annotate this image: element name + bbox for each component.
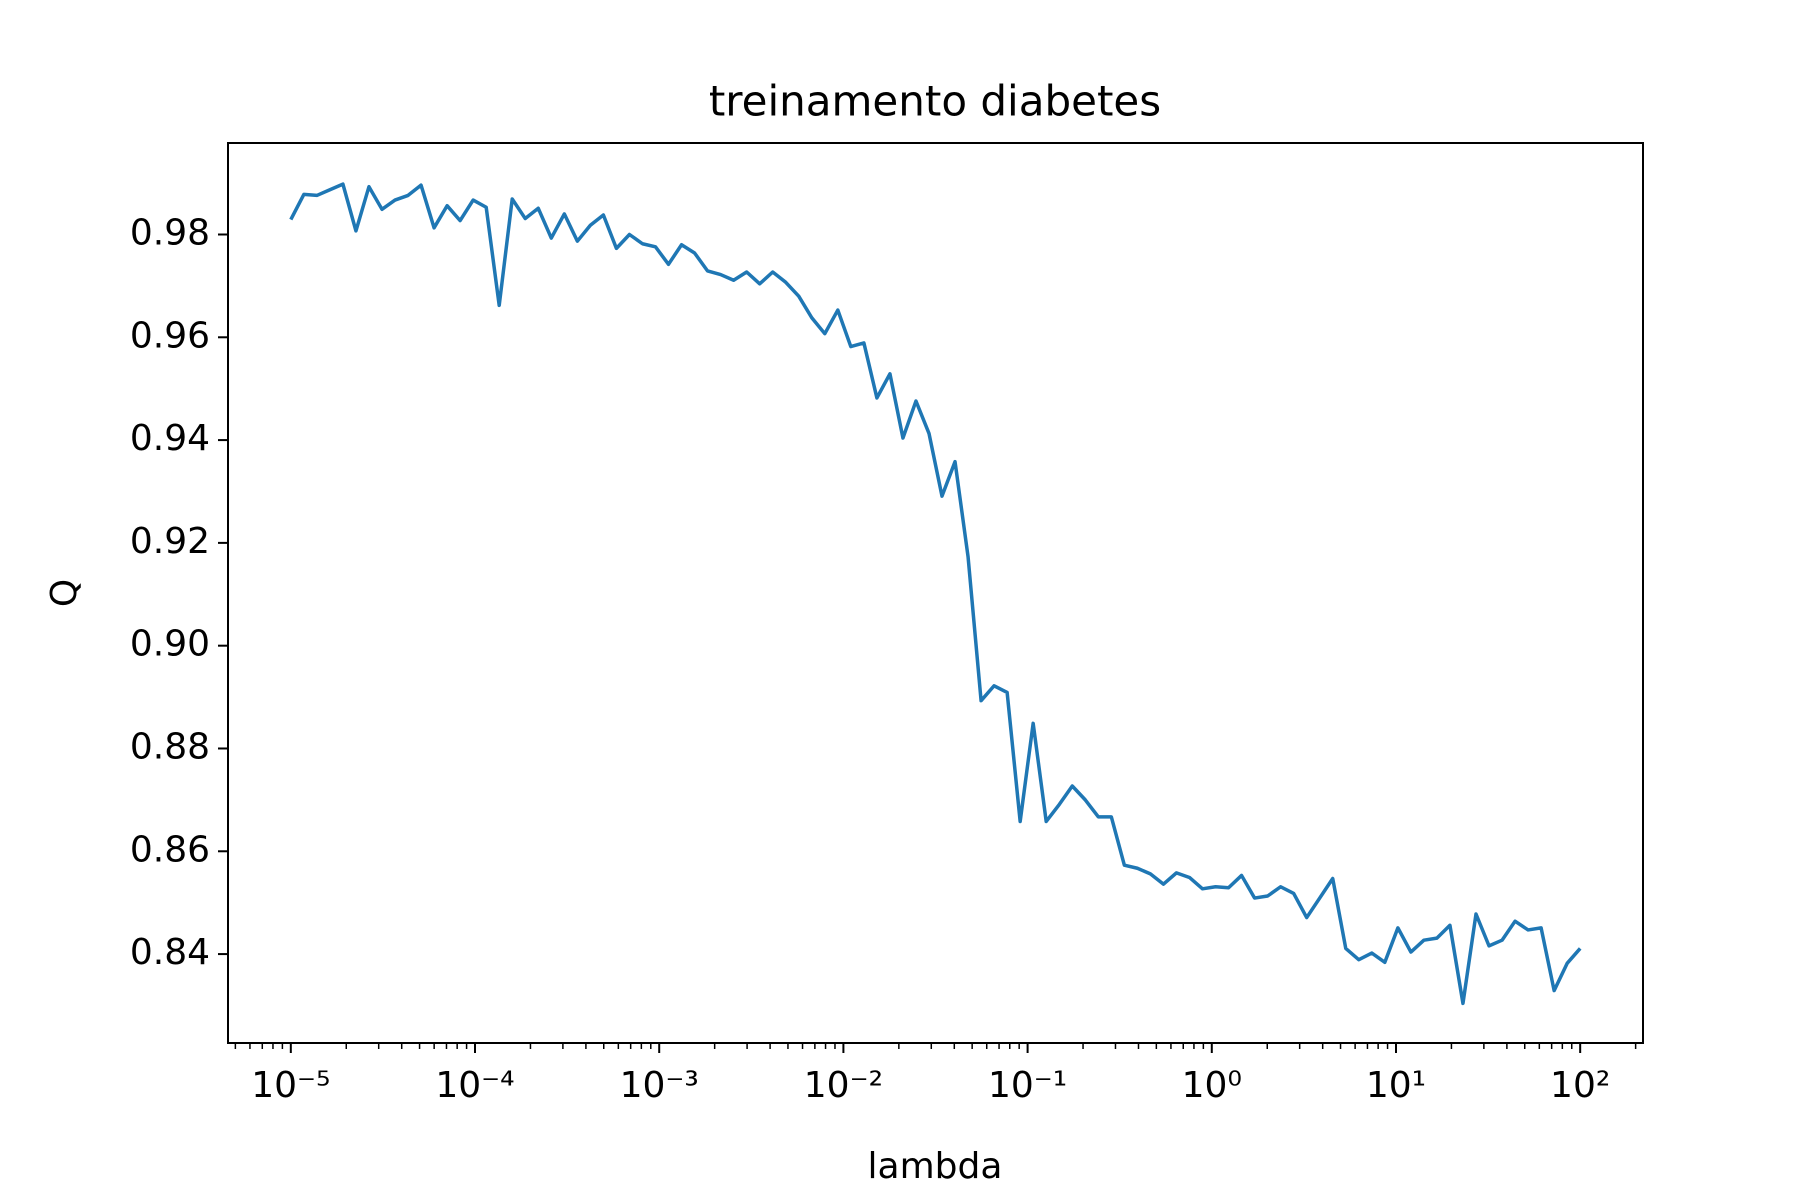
x-tick-label: 10⁻³ (620, 1065, 699, 1106)
y-tick-label: 0.86 (130, 829, 210, 870)
y-tick-label: 0.96 (130, 315, 210, 356)
x-tick-label: 10¹ (1366, 1065, 1426, 1106)
x-tick-label: 10⁻⁴ (435, 1065, 514, 1106)
y-tick-label: 0.90 (130, 624, 210, 665)
x-tick-label: 10⁰ (1182, 1065, 1242, 1106)
y-tick-label: 0.88 (130, 726, 210, 767)
y-axis-label: Q (44, 579, 85, 607)
y-tick-label: 0.98 (130, 212, 210, 253)
x-tick-label: 10² (1550, 1065, 1610, 1106)
x-tick-label: 10⁻¹ (988, 1065, 1067, 1106)
plot-frame (227, 142, 1644, 1044)
x-tick-label: 10⁻⁵ (251, 1065, 330, 1106)
y-tick-label: 0.94 (130, 418, 210, 459)
chart-title: treinamento diabetes (709, 77, 1161, 126)
x-tick-label: 10⁻² (804, 1065, 883, 1106)
data-line (289, 182, 1582, 1006)
y-tick-label: 0.84 (130, 932, 210, 973)
y-tick-label: 0.92 (130, 521, 210, 562)
x-axis-label: lambda (868, 1146, 1003, 1187)
